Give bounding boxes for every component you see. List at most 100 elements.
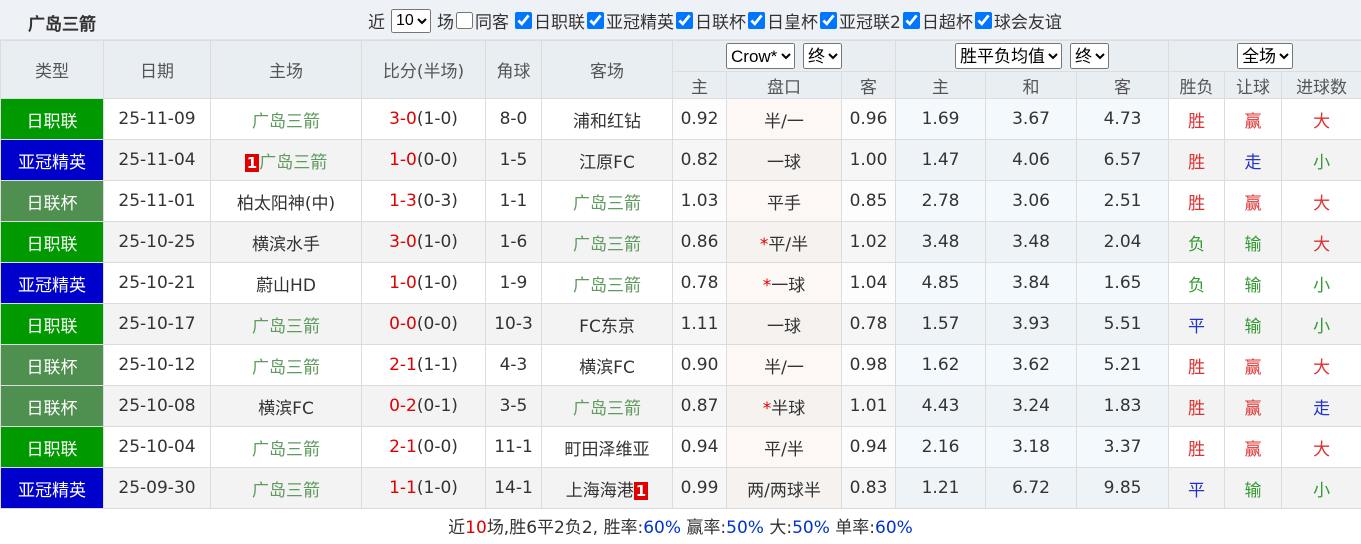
checkbox-label: 日职联 bbox=[534, 13, 585, 33]
away-team: 广岛三箭 bbox=[541, 262, 673, 304]
sub-header: 让球 bbox=[1224, 71, 1283, 99]
group-select[interactable]: 终 bbox=[1070, 43, 1110, 69]
avg-away: 1.83 bbox=[1076, 385, 1170, 427]
odds-home: 0.90 bbox=[672, 344, 727, 386]
group-select[interactable]: 全场 bbox=[1237, 43, 1294, 69]
team-name: 广岛三箭 bbox=[252, 357, 320, 378]
checkbox-label: 日超杯 bbox=[921, 13, 973, 33]
handicap-text: 一球 bbox=[767, 316, 801, 337]
summary-part: 60% bbox=[875, 518, 913, 538]
odds-home: 0.92 bbox=[672, 98, 727, 140]
avg-draw: 3.93 bbox=[985, 303, 1078, 345]
match-type: 亚冠精英 bbox=[0, 467, 104, 509]
match-type: 日联杯 bbox=[0, 344, 104, 386]
score: 2-1(0-0) bbox=[361, 426, 486, 468]
result: 胜 bbox=[1168, 385, 1226, 427]
full-score: 1-0 bbox=[389, 273, 417, 293]
summary-part: 场,胜6平2负2, 胜率: bbox=[486, 518, 644, 538]
group-select[interactable]: 终 bbox=[803, 43, 843, 69]
count-select[interactable]: 10 bbox=[391, 8, 431, 33]
result: 胜 bbox=[1168, 426, 1226, 468]
league-checkbox[interactable] bbox=[820, 12, 837, 29]
corners: 4-3 bbox=[485, 344, 542, 386]
summary-part: 近 bbox=[448, 518, 466, 538]
column-group-header: 全场 bbox=[1168, 40, 1361, 72]
group-select[interactable]: 胜平负均值 bbox=[955, 43, 1063, 69]
score: 3-0(1-0) bbox=[361, 98, 486, 140]
match-type: 日职联 bbox=[0, 426, 104, 468]
column-header: 客场 bbox=[541, 40, 673, 99]
half-score: (0-0) bbox=[416, 437, 458, 457]
filter-label: 场 bbox=[437, 13, 454, 33]
match-type: 日联杯 bbox=[0, 385, 104, 427]
league-checkbox[interactable] bbox=[902, 12, 920, 29]
handicap: *半球 bbox=[726, 385, 842, 427]
goals-result: 小 bbox=[1281, 467, 1361, 509]
team-name: 横滨FC bbox=[258, 398, 314, 419]
corners: 1-6 bbox=[485, 221, 542, 263]
goals-result: 大 bbox=[1281, 344, 1361, 386]
match-row: 日职联 25-10-25 横滨水手 3-0(1-0) 1-6 广岛三箭 0.86 *平/半 1.… bbox=[0, 221, 1361, 263]
away-team: 横滨FC bbox=[541, 344, 673, 386]
summary-part: 10 bbox=[465, 518, 487, 538]
handicap-result: 输 bbox=[1224, 262, 1283, 304]
sub-header: 主 bbox=[895, 71, 987, 99]
match-date: 25-10-04 bbox=[103, 426, 211, 468]
avg-away: 3.37 bbox=[1076, 426, 1170, 468]
full-score: 0-0 bbox=[389, 314, 417, 334]
avg-draw: 3.06 bbox=[985, 180, 1078, 222]
avg-home: 1.21 bbox=[895, 467, 987, 509]
league-checkbox[interactable] bbox=[587, 12, 604, 29]
summary: 近10场,胜6平2负2, 胜率:60% 赢率:50% 大:50% 单率:60% bbox=[0, 509, 1361, 544]
match-row: 日职联 25-10-04 广岛三箭 2-1(0-0) 11-1 町田泽维亚 0.94 平/半 0… bbox=[0, 426, 1361, 468]
team-name: 广岛三箭 bbox=[573, 398, 641, 419]
odds-away: 1.02 bbox=[840, 221, 897, 263]
team-name: 广岛三箭 bbox=[573, 275, 641, 296]
league-checkbox[interactable] bbox=[974, 12, 992, 29]
goals-result: 小 bbox=[1281, 303, 1361, 345]
avg-away: 2.04 bbox=[1076, 221, 1170, 263]
result: 负 bbox=[1168, 221, 1226, 263]
corners: 14-1 bbox=[485, 467, 542, 509]
league-checkbox[interactable] bbox=[748, 12, 765, 29]
match-row: 日职联 25-11-09 广岛三箭 3-0(1-0) 8-0 浦和红钻 0.92 半/一 0.9… bbox=[0, 98, 1361, 140]
half-score: (1-0) bbox=[416, 478, 458, 498]
odds-away: 0.94 bbox=[840, 426, 897, 468]
full-score: 2-1 bbox=[389, 355, 417, 375]
full-score: 2-1 bbox=[389, 437, 417, 457]
goals-result: 小 bbox=[1281, 139, 1361, 181]
avg-home: 2.78 bbox=[895, 180, 987, 222]
league-checkbox[interactable] bbox=[515, 12, 532, 29]
match-date: 25-10-08 bbox=[103, 385, 211, 427]
team-name: 广岛三箭 bbox=[573, 234, 641, 255]
full-score: 3-0 bbox=[389, 109, 417, 129]
handicap-result: 走 bbox=[1224, 139, 1283, 181]
score: 2-1(1-1) bbox=[361, 344, 486, 386]
score: 0-2(0-1) bbox=[361, 385, 486, 427]
group-select[interactable]: Crow* bbox=[726, 43, 796, 69]
odds-away: 0.78 bbox=[840, 303, 897, 345]
team-name: 广岛三箭 bbox=[252, 316, 320, 337]
handicap: 半/一 bbox=[726, 98, 842, 140]
team-name: 浦和红钻 bbox=[573, 111, 641, 132]
checkbox-label: 亚冠联2 bbox=[839, 13, 901, 33]
avg-away: 5.21 bbox=[1076, 344, 1170, 386]
column-group-header: Crow* 终 bbox=[671, 40, 897, 72]
result: 平 bbox=[1168, 303, 1226, 345]
odds-home: 0.86 bbox=[672, 221, 727, 263]
same-venue-checkbox[interactable] bbox=[456, 12, 473, 29]
avg-draw: 6.72 bbox=[985, 467, 1078, 509]
avg-home: 1.69 bbox=[895, 98, 987, 140]
match-row: 日联杯 25-11-01 柏太阳神(中) 1-3(0-3) 1-1 广岛三箭 1.03 平手 0… bbox=[0, 180, 1361, 222]
league-checkbox[interactable] bbox=[676, 12, 693, 29]
avg-draw: 3.84 bbox=[985, 262, 1078, 304]
sub-header: 盘口 bbox=[726, 71, 842, 99]
handicap: 一球 bbox=[726, 139, 842, 181]
red-card: 1 bbox=[633, 481, 649, 500]
odds-away: 1.00 bbox=[840, 139, 897, 181]
column-header: 日期 bbox=[103, 40, 211, 99]
score: 1-0(0-0) bbox=[361, 139, 486, 181]
team-name: 上海海港 bbox=[565, 480, 634, 501]
away-team: FC东京 bbox=[541, 303, 673, 345]
